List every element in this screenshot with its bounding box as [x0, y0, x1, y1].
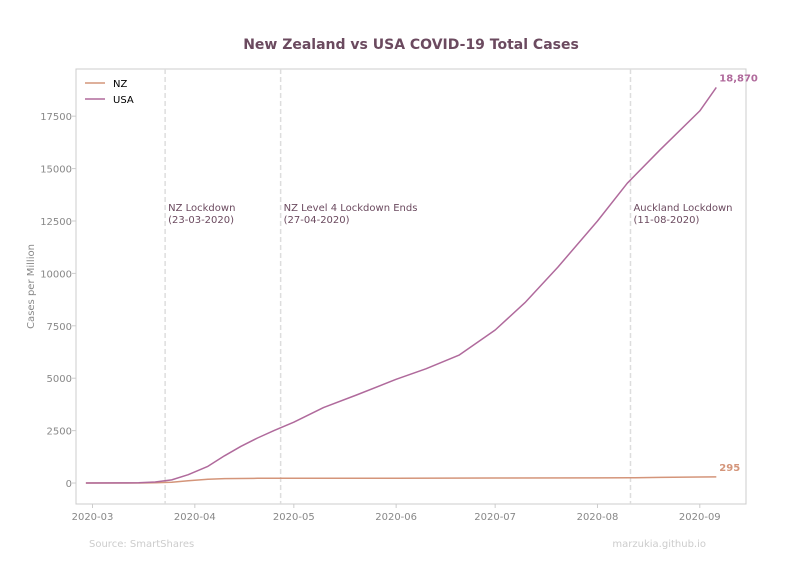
event-lines [164, 69, 632, 504]
legend-label-nz: NZ [113, 79, 127, 90]
x-axis-ticks: 2020-03 2020-04 2020-05 2020-06 2020-07 2020-… [72, 504, 721, 523]
x-tick-label-0: 2020-03 [72, 512, 114, 523]
y-tick-label-6: 15000 [40, 165, 72, 176]
x-tick-label-1: 2020-04 [174, 512, 216, 523]
footer-credit: marzukia.github.io [612, 539, 706, 550]
chart-title: New Zealand vs USA COVID-19 Total Cases [243, 37, 579, 53]
footer-source: Source: SmartShares [89, 539, 194, 550]
x-tick-label-2: 2020-05 [273, 512, 315, 523]
x-tick-label-3: 2020-06 [375, 512, 417, 523]
y-tick-label-0: 0 [66, 479, 72, 490]
legend: NZ USA [85, 79, 134, 106]
series-end-label-nz: 295 [719, 463, 740, 474]
y-tick-label-1: 2500 [47, 427, 72, 438]
series-lines [85, 86, 717, 484]
plot-frame [75, 68, 747, 505]
x-tick-label-5: 2020-08 [577, 512, 619, 523]
event-annotation-title-1: NZ Level 4 Lockdown Ends [284, 203, 418, 214]
x-tick-label-6: 2020-09 [679, 512, 721, 523]
legend-label-usa: USA [113, 95, 134, 106]
event-annotations: NZ Lockdown(23-03-2020) NZ Level 4 Lockdo… [168, 203, 732, 226]
event-annotation-date-2: (11-08-2020) [633, 215, 699, 226]
y-tick-label-5: 12500 [40, 217, 72, 228]
event-annotation-title-0: NZ Lockdown [168, 203, 235, 214]
event-annotation-title-2: Auckland Lockdown [633, 203, 732, 214]
y-tick-label-7: 17500 [40, 112, 72, 123]
y-axis-ticks: 0 2500 5000 7500 10000 12500 15000 17500 [40, 112, 76, 490]
event-annotation-date-1: (27-04-2020) [284, 215, 350, 226]
y-tick-label-3: 7500 [47, 322, 72, 333]
event-annotation-date-0: (23-03-2020) [168, 215, 234, 226]
series-end-label-usa: 18,870 [719, 73, 758, 84]
series-line-usa [85, 86, 717, 484]
series-end-labels: 295 18,870 [719, 73, 758, 473]
y-axis-label: Cases per Million [26, 244, 37, 329]
x-tick-label-4: 2020-07 [474, 512, 516, 523]
y-tick-label-2: 5000 [47, 374, 72, 385]
y-tick-label-4: 10000 [40, 269, 72, 280]
